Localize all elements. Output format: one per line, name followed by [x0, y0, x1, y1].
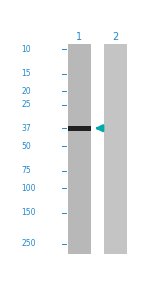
- Bar: [68, 44, 91, 254]
- Text: 250: 250: [21, 239, 36, 248]
- Text: 15: 15: [21, 69, 31, 78]
- Text: 25: 25: [21, 100, 31, 109]
- Text: 75: 75: [21, 166, 31, 176]
- Bar: [68, 126, 91, 131]
- Text: 1: 1: [76, 32, 82, 42]
- Bar: [104, 44, 127, 254]
- Text: 20: 20: [21, 86, 31, 96]
- Text: 10: 10: [21, 45, 31, 54]
- Text: 2: 2: [112, 32, 118, 42]
- Text: 150: 150: [21, 208, 36, 217]
- Text: 50: 50: [21, 142, 31, 151]
- Text: 37: 37: [21, 124, 31, 133]
- Text: 100: 100: [21, 184, 36, 193]
